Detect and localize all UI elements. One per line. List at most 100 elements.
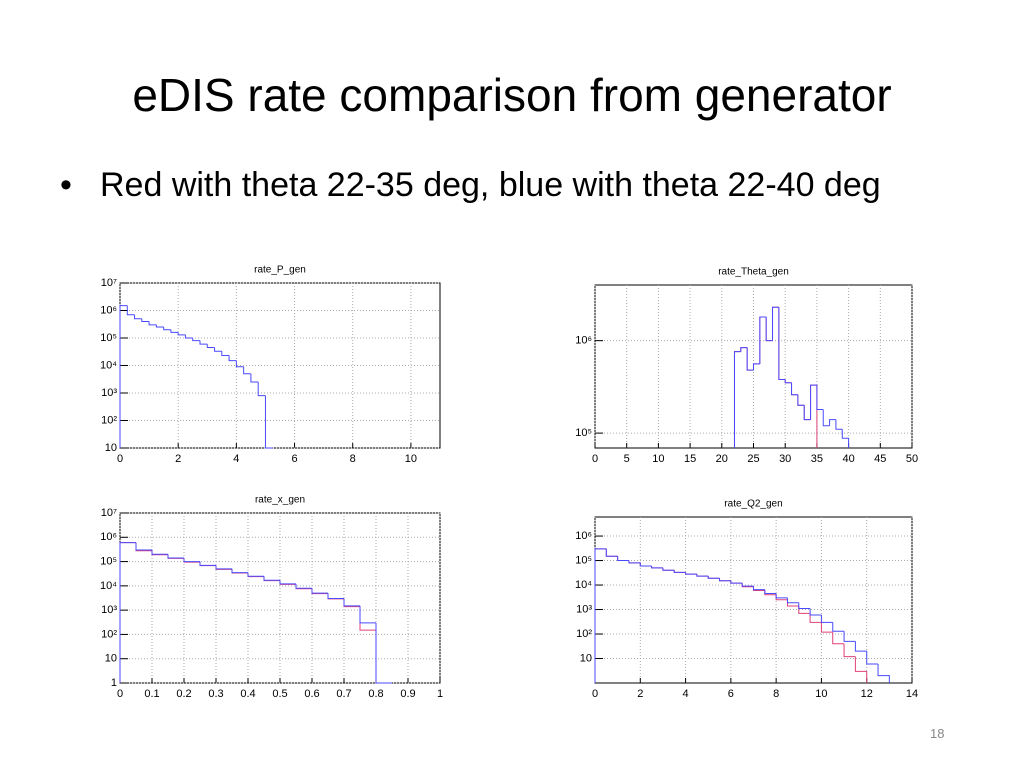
- histogram-bin: [170, 329, 179, 333]
- y-tick-label: 10⁵: [100, 555, 117, 567]
- y-tick-label: 10³: [576, 603, 592, 615]
- x-tick-label: 0.5: [272, 688, 287, 700]
- histogram-bin: [740, 347, 748, 352]
- x-tick-label: 2: [175, 453, 181, 465]
- histogram-bin: [673, 570, 686, 573]
- histogram-bin: [829, 419, 836, 426]
- histogram-bin: [854, 656, 868, 683]
- histogram-bin: [206, 344, 215, 349]
- x-tick-label: 35: [811, 453, 823, 465]
- histogram-bin: [764, 589, 777, 595]
- x-tick-label: 1: [437, 688, 443, 700]
- histogram-bin: [753, 586, 765, 591]
- chart-title: rate_P_gen: [254, 265, 306, 276]
- histogram-bin: [183, 558, 200, 563]
- y-tick-label: 10⁶: [100, 304, 117, 316]
- x-tick-label: 0.9: [400, 688, 415, 700]
- y-tick-label: 10³: [101, 604, 117, 616]
- x-tick-label: 10: [405, 453, 417, 465]
- histogram-panel: rate_P_gen 0 2 4 6 8 10 10 10² 10³ 10⁴ 10⁵ 10⁶ 10⁷: [100, 265, 441, 465]
- chart-title: rate_Q2_gen: [724, 499, 782, 510]
- x-tick-label: 12: [861, 688, 873, 700]
- histogram-bin: [822, 409, 830, 427]
- histogram-bin: [843, 631, 856, 642]
- histogram-bin: [866, 651, 879, 665]
- page-number: 18: [930, 726, 945, 741]
- histogram-bin: [810, 384, 817, 420]
- histogram-bin: [243, 366, 251, 375]
- y-tick-label: 10⁷: [101, 277, 117, 289]
- histogram-bin: [778, 307, 786, 381]
- histogram-bin: [343, 598, 360, 607]
- histogram-bin: [199, 340, 208, 345]
- histogram-bin: [151, 549, 168, 555]
- histogram-bin: [651, 565, 663, 569]
- histogram-bin: [119, 542, 136, 683]
- histogram-bin: [327, 593, 344, 600]
- histogram-bin: [250, 373, 259, 383]
- histogram-bin: [685, 572, 697, 575]
- histogram-bin: [741, 583, 754, 587]
- y-tick-label: 10: [105, 653, 117, 665]
- histogram-bin: [854, 641, 867, 652]
- histogram-bin: [126, 305, 135, 316]
- histogram-bin: [163, 327, 171, 331]
- histogram-bin: [311, 588, 328, 594]
- histogram-bin: [820, 614, 833, 623]
- x-tick-label: 40: [842, 453, 854, 465]
- histogram-bin: [746, 347, 754, 371]
- histogram-bin: [134, 314, 142, 320]
- histogram-bin: [141, 318, 150, 322]
- y-tick-label: 10⁵: [575, 427, 592, 439]
- histogram-bin: [759, 316, 767, 364]
- histogram-bin: [719, 578, 731, 582]
- x-tick-label: 30: [779, 453, 791, 465]
- y-tick-label: 10⁷: [101, 507, 117, 519]
- histogram-bin: [772, 306, 779, 341]
- histogram-panel: rate_Q2_gen 0 2 4 6 8 10 12 14 10 10² 10³ 10⁴ 10⁵ 10⁶: [575, 499, 918, 700]
- x-tick-label: 0: [117, 453, 123, 465]
- histogram-bin: [832, 632, 845, 645]
- histogram-bin: [843, 643, 856, 658]
- histogram-bin: [820, 622, 833, 633]
- x-tick-label: 0.6: [304, 688, 319, 700]
- y-tick-label: 10³: [101, 387, 117, 399]
- x-tick-label: 6: [291, 453, 297, 465]
- histogram-bin: [155, 324, 164, 328]
- histogram-bin: [135, 542, 152, 551]
- x-tick-label: 50: [906, 453, 918, 465]
- x-tick-label: 6: [728, 688, 734, 700]
- x-tick-label: 10: [652, 453, 664, 465]
- x-tick-label: 0.4: [240, 688, 255, 700]
- y-tick-label: 10²: [576, 628, 592, 640]
- histogram-bin: [375, 622, 392, 684]
- histogram-bin: [803, 405, 811, 421]
- histogram-bin: [798, 602, 811, 610]
- histogram-bin: [119, 305, 128, 448]
- histogram-panel: rate_x_gen 0 0.1 0.2 0.3 0.4 0.5 0.6 0.7 0.8 0.9 1 1…: [100, 495, 443, 700]
- histogram-panel: rate_Theta_gen 0 5 10 15 20 25 30 35 40 45 50 10⁵ 10⁶: [575, 267, 918, 465]
- histogram-bin: [184, 334, 193, 339]
- histogram-bin: [841, 429, 850, 448]
- histogram-bin: [775, 593, 788, 599]
- histogram-bin: [786, 597, 799, 604]
- x-tick-label: 20: [716, 453, 728, 465]
- x-tick-label: 25: [747, 453, 759, 465]
- y-tick-label: 10⁵: [100, 332, 117, 344]
- histogram-bin: [228, 355, 237, 362]
- histogram-bin: [215, 565, 232, 570]
- histogram-bin: [733, 351, 741, 448]
- histogram-bin: [177, 332, 186, 336]
- histogram-bin: [816, 385, 824, 411]
- x-tick-label: 10: [815, 688, 827, 700]
- x-tick-label: 0.1: [144, 688, 159, 700]
- histogram-bin: [264, 395, 273, 449]
- y-tick-label: 10⁶: [575, 530, 592, 542]
- y-tick-label: 10: [580, 652, 592, 664]
- y-tick-label: 10⁴: [100, 359, 117, 371]
- y-tick-label: 10⁶: [575, 335, 592, 347]
- histogram-bin: [730, 580, 743, 584]
- y-tick-label: 10: [105, 442, 117, 454]
